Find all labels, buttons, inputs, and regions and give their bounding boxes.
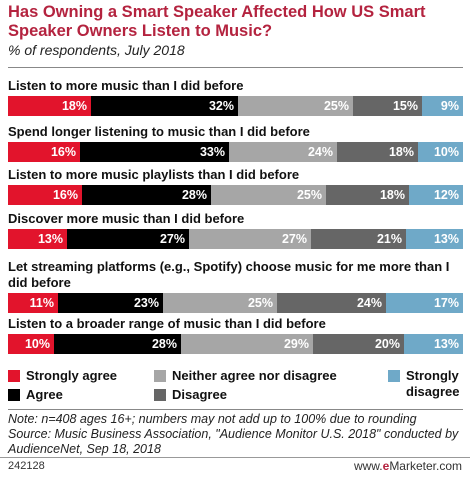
chart-row: Spend longer listening to music than I d… [8,124,463,162]
bar-segment: 16% [8,185,82,205]
bar-segment: 18% [8,96,91,116]
bar-segment: 27% [67,229,189,249]
brand-link[interactable]: www.eMarketer.com [354,459,462,473]
bar-segment: 13% [404,334,463,354]
bar-segment: 15% [353,96,422,116]
brand-suffix: Marketer.com [389,459,462,473]
chart-row: Listen to a broader range of music than … [8,316,463,354]
bar-segment: 16% [8,142,80,162]
legend-label: Disagree [172,387,227,402]
stacked-bar: 16% 33% 24% 18% 10% [8,142,463,162]
chart-id: 242128 [8,460,45,472]
legend-swatch [8,370,20,382]
bar-segment: 20% [313,334,404,354]
chart-subtitle: % of respondents, July 2018 [8,42,185,58]
category-label: Discover more music than I did before [8,211,245,226]
stacked-bar: 18% 32% 25% 15% 9% [8,96,463,116]
bar-segment: 24% [229,142,337,162]
stacked-bar: 11% 23% 25% 24% 17% [8,293,463,313]
bar-segment: 29% [181,334,313,354]
bar-segment: 28% [82,185,211,205]
brand-highlight: e [382,459,390,473]
legend-swatch [8,389,20,401]
category-label: Listen to more music playlists than I di… [8,167,300,182]
bar-segment: 25% [238,96,353,116]
chart-row: Discover more music than I did before 13%… [8,211,463,249]
chart-title: Has Owning a Smart Speaker Affected How … [8,3,426,40]
legend-item-agree: Agree [8,387,63,403]
legend-item-disagree: Disagree [154,387,227,403]
chart-row: Listen to more music playlists than I di… [8,167,463,205]
category-label: Spend longer listening to music than I d… [8,124,310,139]
bar-segment: 10% [418,142,463,162]
legend-label: Agree [26,387,63,402]
legend: Strongly agree Agree Neither agree nor d… [8,366,463,406]
stacked-bar: 13% 27% 27% 21% 13% [8,229,463,249]
bar-segment: 28% [54,334,181,354]
bar-segment: 13% [406,229,463,249]
bar-segment: 18% [337,142,418,162]
legend-swatch [388,370,400,382]
stacked-bar: 10% 28% 29% 20% 13% [8,334,463,354]
bar-segment: 12% [409,185,463,205]
bar-segment: 13% [8,229,67,249]
bar-segment: 32% [91,96,238,116]
bar-segment: 33% [80,142,229,162]
legend-item-strongly-disagree: Strongly disagree [388,368,468,400]
divider [8,67,463,68]
divider [8,409,463,410]
bar-segment: 24% [277,293,386,313]
divider [0,457,470,458]
brand-prefix: www. [353,459,383,473]
stacked-bar: 16% 28% 25% 18% 12% [8,185,463,205]
source-text: Source: Music Business Association, "Aud… [8,427,459,456]
legend-label: Strongly disagree [406,368,460,399]
category-label: Listen to more music than I did before [8,78,244,93]
bar-segment: 23% [58,293,163,313]
category-label: Listen to a broader range of music than … [8,316,326,331]
bar-segment: 25% [163,293,277,313]
legend-swatch [154,370,166,382]
bar-segment: 17% [386,293,463,313]
bar-segment: 18% [326,185,409,205]
legend-label: Strongly agree [26,368,118,383]
legend-item-neither: Neither agree nor disagree [154,368,337,384]
bar-segment: 27% [189,229,311,249]
legend-label: Neither agree nor disagree [172,368,337,383]
note-text: Note: n=408 ages 16+; numbers may not ad… [8,412,417,426]
chart-row: Let streaming platforms (e.g., Spotify) … [8,259,463,313]
bar-segment: 10% [8,334,54,354]
bar-segment: 21% [311,229,406,249]
footnote: Note: n=408 ages 16+; numbers may not ad… [8,412,463,457]
bar-segment: 9% [422,96,463,116]
bar-segment: 11% [8,293,58,313]
legend-item-strongly-agree: Strongly agree [8,368,117,384]
category-label: Let streaming platforms (e.g., Spotify) … [8,259,450,290]
chart-row: Listen to more music than I did before 18… [8,78,463,116]
legend-swatch [154,389,166,401]
bar-segment: 25% [211,185,326,205]
